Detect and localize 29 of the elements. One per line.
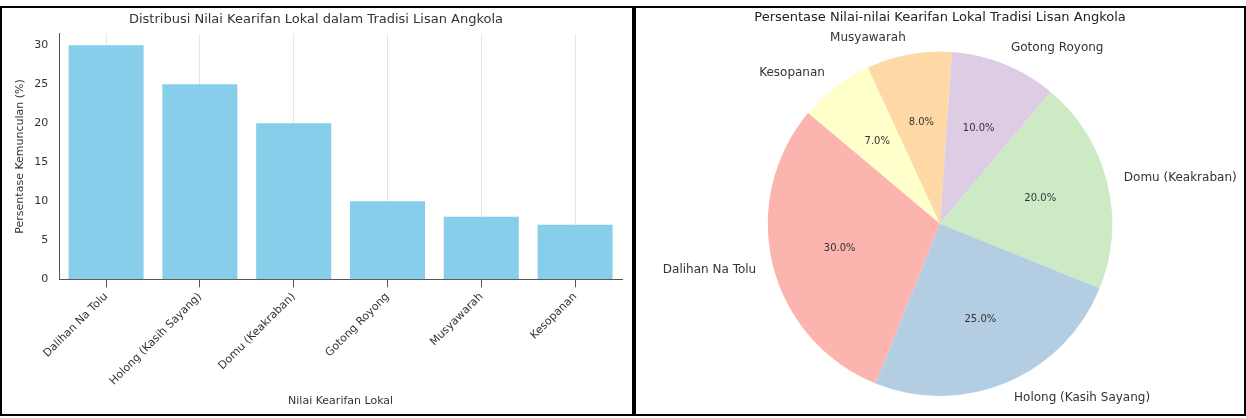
- y-tick-label: 5: [41, 233, 49, 247]
- slice-label: Domu (Keakraban): [1123, 170, 1237, 185]
- data-label: 20.0%: [1024, 192, 1057, 204]
- y-tick-label: 10: [34, 194, 49, 208]
- slice-label: Gotong Royong: [1010, 40, 1104, 55]
- y-tick-label: 25: [34, 77, 49, 91]
- y-axis-title: Persentase Kemunculan (%): [13, 79, 27, 234]
- slice-label: Musyawarah: [830, 29, 906, 44]
- bar: [537, 224, 613, 280]
- chart-title: Persentase Nilai-nilai Kearifan Lokal Tradisi Lisan Angkola: [754, 9, 1126, 25]
- data-label: 7.0%: [864, 135, 890, 147]
- slice-label: Holong (Kasih Sayang): [1014, 390, 1151, 405]
- data-label: 10.0%: [962, 121, 995, 133]
- bar: [68, 45, 144, 280]
- bar: [162, 84, 238, 280]
- bar: [443, 216, 519, 280]
- y-tick-label: 30: [34, 38, 49, 52]
- chart-title: Distribusi Nilai Kearifan Lokal dalam Tradisi Lisan Angkola: [128, 11, 504, 27]
- x-axis-title: Nilai Kearifan Lokal: [288, 394, 394, 408]
- bar: [256, 123, 332, 280]
- slice-label: Kesopanan: [759, 65, 825, 80]
- bar: [349, 201, 426, 280]
- y-tick-label: 0: [41, 272, 49, 286]
- data-label: 30.0%: [823, 242, 856, 254]
- data-label: 8.0%: [908, 115, 935, 127]
- data-label: 25.0%: [964, 312, 997, 324]
- y-tick-label: 20: [34, 116, 49, 130]
- y-tick-label: 15: [34, 155, 49, 169]
- slice-label: Dalihan Na Tolu: [662, 261, 757, 276]
